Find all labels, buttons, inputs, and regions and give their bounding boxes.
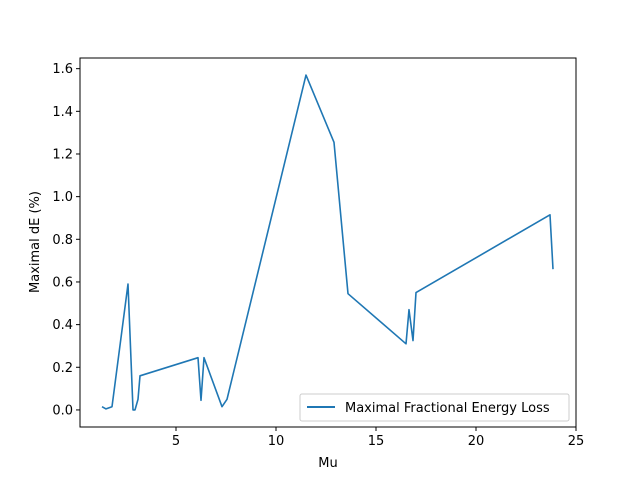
series-layer [101,74,554,411]
y-tick-label: 1.2 [52,147,73,162]
y-axis-ticks: 0.0 0.2 0.4 0.6 0.8 1.0 1.2 1.4 1.6 [52,62,80,418]
x-tick-label: 10 [268,434,285,449]
x-axis-label: Mu [318,456,337,471]
x-tick-label: 5 [172,434,180,449]
x-axis-ticks: 5 10 15 20 25 [172,427,584,449]
legend: Maximal Fractional Energy Loss [299,393,570,422]
y-tick-label: 0.0 [52,403,73,418]
y-axis-label: Maximal dE (%) [28,191,43,293]
x-tick-label: 20 [468,434,485,449]
y-tick-label: 0.6 [52,275,73,290]
y-tick-label: 1.4 [52,105,73,120]
y-tick-label: 0.4 [52,318,73,333]
series-line [101,74,554,411]
x-tick-label: 25 [568,434,585,449]
x-tick-label: 15 [368,434,385,449]
plot-area [79,57,577,428]
legend-box [299,393,570,422]
legend-label: Maximal Fractional Energy Loss [345,401,550,416]
y-tick-label: 1.6 [52,62,73,77]
y-tick-label: 1.0 [52,190,73,205]
y-tick-label: 0.8 [52,233,73,248]
y-tick-label: 0.2 [52,361,73,376]
